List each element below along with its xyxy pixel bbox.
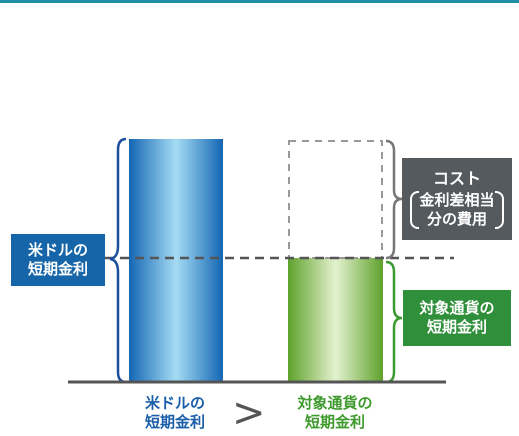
top-rule [0,0,519,3]
target-axis-label: 対象通貨の 短期金利 [280,394,390,432]
cost-brace [385,139,403,260]
cost-title: コスト [432,169,481,189]
target-brace [385,260,403,384]
usd-axis-line2: 短期金利 [144,412,205,431]
usd-axis-label: 米ドルの 短期金利 [120,394,230,432]
cost-detail-line2: 分の費用 [426,210,487,228]
greater-than-sign: > [232,390,266,436]
target-rate-label-box: 対象通貨の 短期金利 [403,290,511,346]
target-axis-line2: 短期金利 [304,412,365,431]
target-rate-bar [288,258,383,382]
target-axis-line1: 対象通貨の [297,394,373,412]
usd-brace [109,137,127,384]
target-box-line2: 短期金利 [426,318,487,336]
cost-detail-line1: 金利差相当 [419,191,495,210]
cost-label-box: コスト 金利差相当 分の費用 [402,158,512,240]
usd-rate-bar [129,139,223,382]
cost-detail: 金利差相当 分の費用 [410,191,504,229]
usd-rate-label-box: 米ドルの 短期金利 [11,234,105,286]
usd-box-line2: 短期金利 [27,260,88,278]
cost-outline [288,140,383,259]
usd-axis-line1: 米ドルの [144,394,205,412]
usd-box-line1: 米ドルの [27,241,88,260]
target-box-line1: 対象通貨の [419,299,495,318]
